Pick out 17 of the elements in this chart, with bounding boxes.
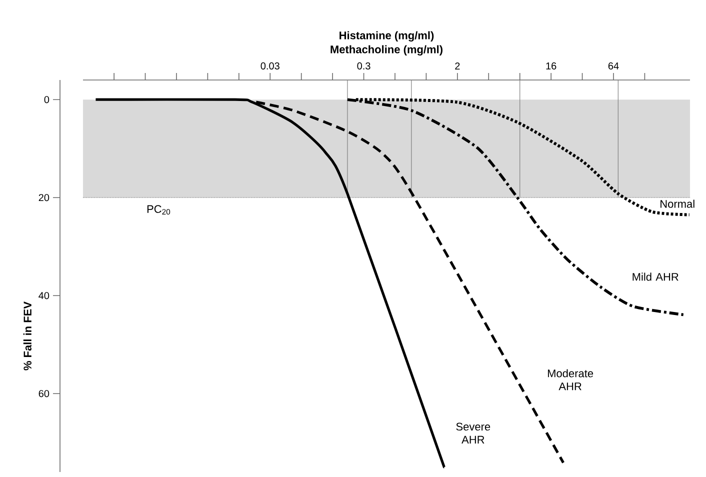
- y-axis-title: % Fall in FEV: [23, 302, 32, 370]
- text: Moderate AHR: [548, 369, 594, 390]
- x-tick-label: 2: [455, 62, 460, 70]
- x-tick-label: 64: [608, 62, 619, 70]
- x-axis-title: Methacholine (mg/ml): [330, 45, 442, 56]
- series-label: Severe AHR: [456, 422, 490, 444]
- y-tick-label: 60: [38, 390, 50, 398]
- y-tick-label: 20: [38, 194, 50, 202]
- x-tick-label: 0.3: [357, 62, 370, 70]
- y-tick-label: 40: [38, 292, 50, 300]
- ref-line-label: PC$_{20}$: [147, 205, 170, 215]
- series-label: Normal: [660, 200, 694, 208]
- x-tick-label: 0.03: [260, 62, 280, 70]
- x-tick-label: 16: [546, 62, 556, 70]
- chart-title: Histamine (mg/ml): [340, 31, 434, 42]
- text: Mild AHR: [632, 272, 678, 281]
- y-tick-label: 0: [44, 96, 50, 104]
